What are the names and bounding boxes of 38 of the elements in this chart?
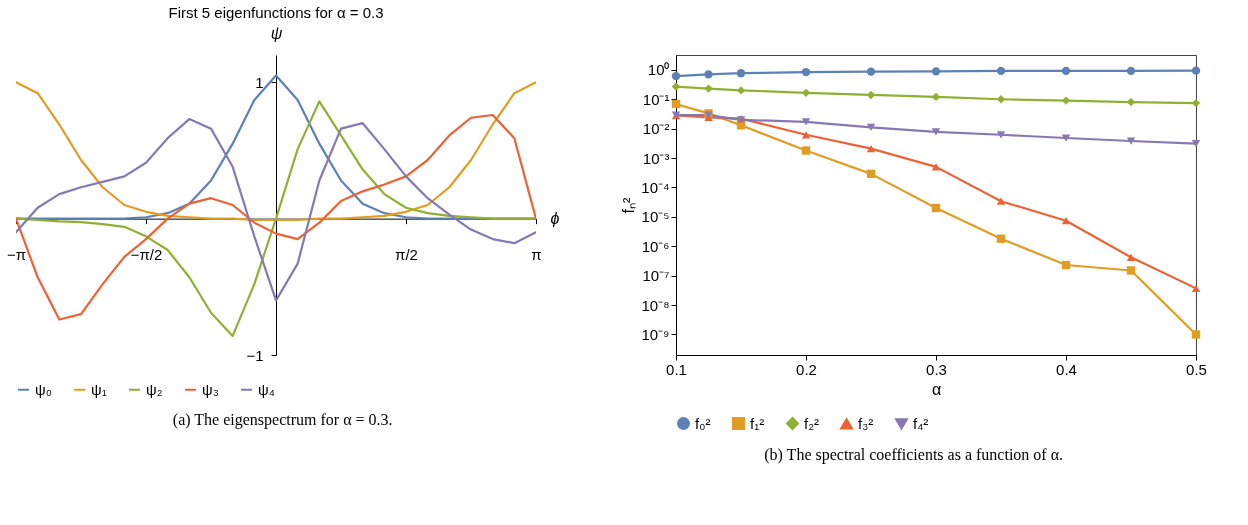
y-tick-label: 10⁻⁹ <box>641 325 670 343</box>
chart-title: First 5 eigenfunctions for α = 0.3 <box>168 4 384 21</box>
legend-label: f₄² <box>913 414 929 432</box>
x-axis-title: ϕ <box>550 210 560 228</box>
y-tick-label: 1 <box>255 73 264 91</box>
x-tick-label: 0.2 <box>796 360 817 378</box>
x-tick-label: 0.4 <box>1056 360 1077 378</box>
x-tick-label: 0.1 <box>666 360 687 378</box>
x-tick-label: 0.3 <box>926 360 947 378</box>
y-axis-title: fₙ² <box>620 196 638 214</box>
text: (a) The eigenspectrum for α = 0.3. <box>172 411 393 429</box>
x-tick-label: −π <box>6 246 27 264</box>
legend-label: f₃² <box>858 414 874 432</box>
legend-label: ψ₀ <box>35 380 52 398</box>
y-tick-label: 10⁻¹ <box>642 90 670 108</box>
y-tick-label: 10⁻² <box>642 120 670 138</box>
legend-label: f₀² <box>695 414 711 432</box>
legend-label: f₁² <box>750 414 765 432</box>
x-tick-label: π/2 <box>395 246 418 264</box>
legend-label: f₂² <box>804 414 819 432</box>
legend-label: ψ₃ <box>202 380 219 398</box>
y-tick-label: 10⁻⁸ <box>641 296 670 314</box>
x-tick-label: π <box>531 246 542 264</box>
y-tick-label: −1 <box>246 346 264 364</box>
legend-label: ψ₂ <box>146 380 163 398</box>
legend-label: ψ₁ <box>91 380 107 398</box>
x-tick-label: 0.5 <box>1186 360 1207 378</box>
text: (b) The spectral coefficients as a function of α. <box>764 446 1064 464</box>
y-tick-label: 10⁻⁷ <box>642 267 670 285</box>
y-axis-title: ψ <box>270 24 283 42</box>
y-tick-label: 10⁻³ <box>642 149 670 167</box>
y-tick-label: 10⁰ <box>647 61 670 79</box>
legend-label: ψ₄ <box>258 380 275 398</box>
y-tick-label: 10⁻⁶ <box>641 237 670 255</box>
x-axis-title: α <box>931 380 942 398</box>
y-tick-label: 10⁻⁴ <box>641 178 670 196</box>
x-tick-label: −π/2 <box>130 246 163 264</box>
y-tick-label: 10⁻⁵ <box>641 208 670 226</box>
